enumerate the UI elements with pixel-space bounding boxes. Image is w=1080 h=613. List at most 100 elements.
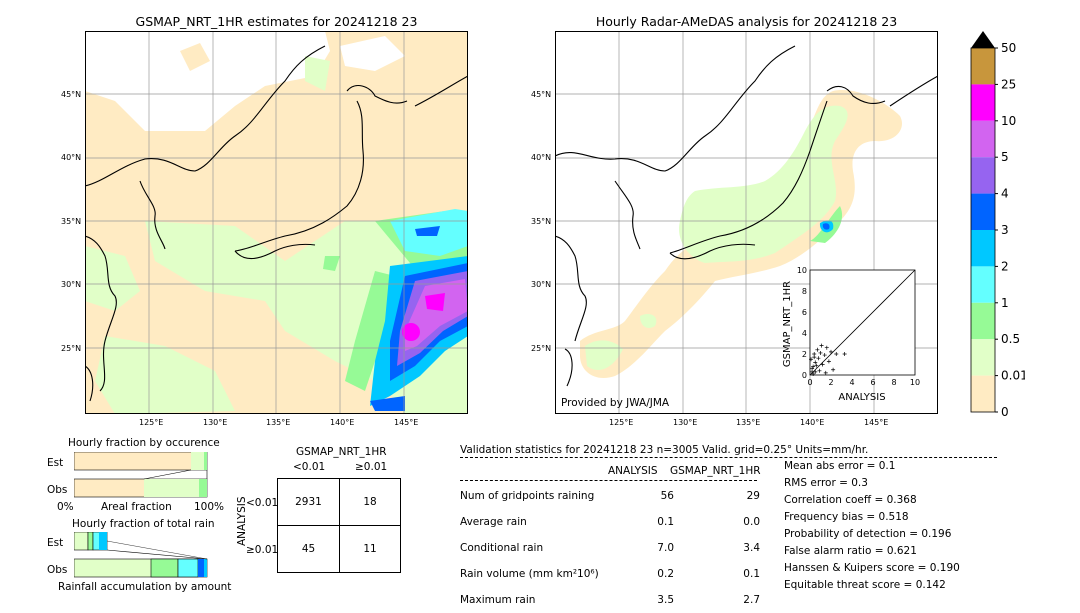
validation-score-line: Probability of detection = 0.196	[784, 528, 952, 540]
occurrence-title: Hourly fraction by occurence	[68, 437, 220, 449]
left-coastlines	[85, 45, 468, 402]
validation-row: Conditional rain 7.0 3.4	[460, 535, 760, 561]
validation-col-analysis: ANALYSIS	[608, 465, 658, 477]
inset-point	[823, 370, 828, 375]
left-lon-label-140: 140°E	[330, 418, 355, 427]
validation-row: Num of gridpoints raining 56 29	[460, 483, 760, 509]
right-lon-label-140: 140°E	[800, 418, 825, 427]
rain-amount-est-seg-4	[99, 532, 107, 550]
rain-amount-est-seg-2	[87, 532, 94, 551]
right-lon-label-130: 130°E	[673, 418, 698, 427]
colorbar-block	[971, 339, 995, 376]
inset-ytick: 8	[802, 287, 807, 296]
colorbar-label: 3	[1001, 223, 1009, 237]
validation-score-line: Equitable threat score = 0.142	[784, 579, 946, 591]
colorbar-label: 0.5	[1001, 332, 1020, 346]
colorbar-label: 25	[1001, 77, 1016, 91]
rain-amount-obs-seg-3	[177, 558, 199, 578]
validation-col-gsmap: GSMAP_NRT_1HR	[670, 465, 761, 477]
validation-score-line: False alarm ratio = 0.621	[784, 545, 917, 557]
inset-xtick: 2	[828, 378, 833, 387]
rain-amount-obs-label: Obs	[47, 564, 68, 576]
inset-point	[822, 353, 827, 358]
contingency-cell-00: 2931	[295, 496, 322, 508]
colorbar-extend-arrow	[971, 31, 995, 48]
inset-point	[809, 357, 814, 362]
validation-score-line: Frequency bias = 0.518	[784, 511, 909, 523]
inset-ytick: 0	[802, 371, 807, 380]
validation-row: Maximum rain 3.5 2.7	[460, 587, 760, 613]
colorbar-label: 0	[1001, 405, 1009, 418]
occurrence-est-bar	[74, 452, 208, 471]
validation-table: Num of gridpoints raining 56 29 Average rai…	[460, 483, 760, 613]
contingency-side-label: ANALYSIS	[236, 496, 248, 546]
inset-point	[811, 371, 816, 376]
right-lat-label-40: 40°N	[531, 153, 552, 162]
right-coastlines	[555, 45, 938, 387]
validation-row-analysis: 7.0	[657, 542, 674, 554]
inset-point	[818, 350, 823, 355]
validation-row-gsmap: 3.4	[743, 542, 760, 554]
validation-row-label: Conditional rain	[460, 542, 544, 554]
occurrence-est-rain-segment	[191, 452, 207, 470]
validation-row-gsmap: 2.7	[743, 594, 760, 606]
right-lon-label-145: 145°E	[864, 418, 889, 427]
inset-xtick: 10	[910, 378, 920, 387]
validation-scores: Mean abs error = 0.1 RMS error = 0.3 Corre…	[784, 460, 960, 596]
right-lat-label-45: 45°N	[531, 90, 552, 99]
inset-points	[809, 343, 847, 376]
rain-amount-chart	[74, 532, 208, 578]
colorbar-block	[971, 266, 995, 303]
left-map	[85, 31, 468, 414]
rain-amount-title: Hourly fraction of total rain	[72, 518, 215, 530]
left-lon-label-130: 130°E	[203, 418, 228, 427]
inset-point	[826, 359, 831, 364]
right-lon-label-135: 135°E	[736, 418, 761, 427]
inset-point	[814, 363, 819, 368]
contingency-row-ge: ≥0.01	[246, 544, 279, 556]
inset-diagonal	[809, 269, 916, 376]
inset-point	[820, 362, 825, 367]
left-no-data-area-2	[340, 36, 405, 71]
colorbar-label: 5	[1001, 150, 1009, 164]
occurrence-obs-rain-segment	[144, 479, 207, 497]
inset-xtick: 6	[870, 378, 875, 387]
inset-scatter: 00 2 2 4 4 6 6 8 8 10 10 ANALYSIS GSMAP_NRT_1HR	[782, 266, 920, 403]
colorbar-block	[971, 230, 995, 267]
right-lon-label-125: 125°E	[609, 418, 634, 427]
inset-point	[811, 364, 816, 369]
right-map-frame	[555, 31, 938, 414]
inset-point	[819, 343, 824, 348]
inset-point	[817, 368, 822, 373]
colorbar-label: 50	[1001, 41, 1016, 55]
contingency-grid: 2931 18 45 11	[277, 478, 401, 573]
inset-xlabel: ANALYSIS	[838, 392, 885, 403]
validation-header-rule	[460, 457, 997, 458]
rain-amount-est-seg-1	[74, 532, 89, 551]
left-rain-peak	[402, 323, 420, 341]
validation-row: Average rain 0.1 0.0	[460, 509, 760, 535]
right-light-rain-area	[679, 105, 848, 263]
validation-row-gsmap: 0.1	[743, 568, 760, 580]
radar-credit: Provided by JWA/JMA	[561, 397, 670, 409]
left-lon-label-135: 135°E	[266, 418, 291, 427]
validation-row-gsmap: 0.0	[743, 516, 760, 528]
right-lat-label-30: 30°N	[531, 280, 552, 289]
occurrence-est-label: Est	[47, 457, 64, 469]
validation-row-analysis: 0.1	[657, 516, 674, 528]
colorbar-block	[971, 48, 995, 85]
inset-xtick: 8	[891, 378, 896, 387]
contingency-col-ge: ≥0.01	[355, 461, 388, 473]
inset-ytick: 10	[797, 266, 807, 275]
colorbar-label: 4	[1001, 187, 1009, 201]
colorbar-block	[971, 157, 995, 194]
validation-row-label: Num of gridpoints raining	[460, 490, 595, 502]
left-lat-label-45: 45°N	[61, 90, 82, 99]
colorbar-block	[971, 120, 995, 158]
colorbar-label: 0.01	[1001, 369, 1025, 383]
left-no-data-area	[85, 31, 330, 131]
colorbar-block	[971, 193, 995, 230]
contingency-col-lt: <0.01	[293, 461, 326, 473]
inset-ytick: 2	[802, 350, 807, 359]
left-map-gridlines	[85, 31, 468, 414]
